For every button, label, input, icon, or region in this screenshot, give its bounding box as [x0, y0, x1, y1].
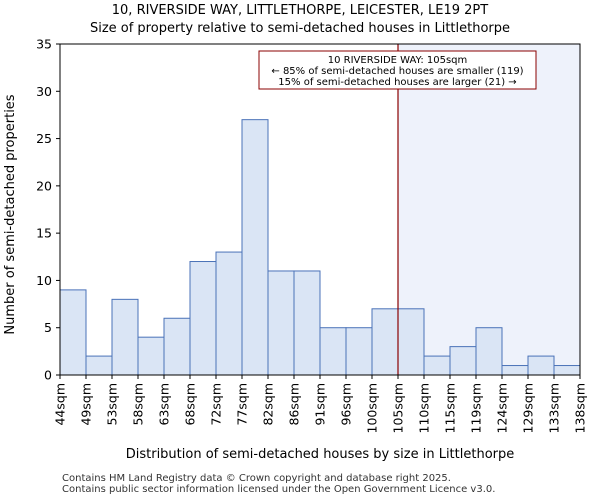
bar-119sqm — [475, 327, 503, 376]
bar-49sqm — [85, 355, 113, 376]
larger-region-highlight — [398, 44, 580, 375]
y-axis-label: Number of semi-detached properties — [3, 94, 18, 334]
x-tick-label: 91sqm — [313, 383, 328, 426]
x-tick-label: 68sqm — [183, 383, 198, 426]
x-tick-label: 119sqm — [469, 383, 484, 433]
plot-frame — [59, 43, 581, 376]
x-tick-label: 82sqm — [261, 383, 276, 426]
bar-77sqm — [241, 119, 269, 376]
x-tick-label: 72sqm — [209, 383, 224, 426]
bar-96sqm — [345, 327, 373, 376]
bar-124sqm — [501, 365, 529, 376]
bar-110sqm — [423, 355, 451, 376]
x-tick-label: 49sqm — [79, 383, 94, 426]
bar-72sqm — [215, 251, 243, 376]
y-tick-label: 10 — [36, 273, 52, 288]
x-tick-label: 44sqm — [53, 383, 68, 426]
bar-53sqm — [111, 298, 139, 376]
x-axis-label: Distribution of semi-detached houses by … — [126, 447, 515, 462]
annotation-line-3: 15% of semi-detached houses are larger (… — [278, 77, 516, 88]
y-tick-label: 20 — [36, 178, 52, 193]
x-tick-label: 63sqm — [157, 383, 172, 426]
bar-44sqm — [59, 289, 87, 376]
annotation-line-2: ← 85% of semi-detached houses are smalle… — [271, 66, 523, 77]
chart-subtitle: Size of property relative to semi-detach… — [89, 21, 511, 36]
x-tick-label: 58sqm — [131, 383, 146, 426]
bar-82sqm — [267, 270, 295, 376]
bar-58sqm — [137, 336, 165, 376]
bar-68sqm — [189, 261, 217, 376]
x-tick-label: 124sqm — [495, 383, 510, 433]
y-tick-label: 5 — [44, 320, 52, 335]
x-tick-label: 77sqm — [235, 383, 250, 426]
x-tick-label: 100sqm — [365, 383, 380, 433]
footer-line-2: Contains public sector information licen… — [62, 484, 496, 495]
y-tick-label: 15 — [36, 226, 52, 241]
x-tick-label: 129sqm — [521, 383, 536, 433]
histogram-chart: 0 5 10 15 20 25 30 35 44sqm 49sqm 53sqm 58sqm 63sqm… — [3, 37, 588, 463]
annotation-line-1: 10 RIVERSIDE WAY: 105sqm — [328, 55, 468, 66]
footer-line-1: Contains HM Land Registry data © Crown c… — [62, 473, 451, 484]
annotation-box: 10 RIVERSIDE WAY: 105sqm ← 85% of semi-d… — [258, 50, 537, 90]
x-tick-label: 53sqm — [105, 383, 120, 426]
x-tick-label: 133sqm — [547, 383, 562, 433]
bar-100sqm — [371, 308, 399, 376]
bar-129sqm — [527, 355, 555, 376]
x-tick-label: 96sqm — [339, 383, 354, 426]
bar-133sqm — [553, 365, 581, 376]
bar-115sqm — [449, 346, 477, 376]
bar-63sqm — [163, 317, 191, 376]
y-tick-label: 25 — [36, 131, 52, 146]
x-tick-label: 105sqm — [391, 383, 406, 433]
bar-91sqm — [319, 327, 347, 376]
x-tick-label: 138sqm — [573, 383, 588, 433]
y-tick-label: 30 — [36, 84, 52, 99]
x-tick-label: 115sqm — [443, 383, 458, 433]
x-tick-label: 110sqm — [417, 383, 432, 433]
chart-title: 10, RIVERSIDE WAY, LITTLETHORPE, LEICEST… — [111, 3, 489, 18]
y-tick-label: 35 — [36, 37, 52, 52]
x-tick-label: 86sqm — [287, 383, 302, 426]
y-tick-label: 0 — [44, 368, 52, 383]
bar-86sqm — [293, 270, 321, 376]
bar-105sqm — [397, 308, 425, 376]
